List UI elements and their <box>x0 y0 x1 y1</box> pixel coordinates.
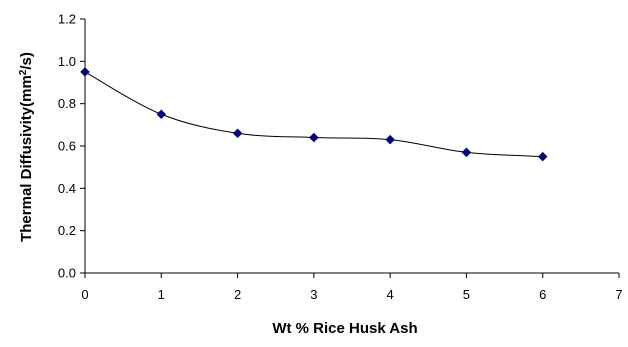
data-point <box>232 128 243 139</box>
y-tick-label: 0.8 <box>58 96 76 111</box>
data-point <box>156 109 167 120</box>
y-tick-label: 0.2 <box>58 223 76 238</box>
x-tick-label: 0 <box>81 287 88 302</box>
data-point <box>461 147 472 158</box>
y-tick-label: 1.2 <box>58 12 76 27</box>
y-axis-title-superscript: 2 <box>18 69 29 75</box>
x-axis-ticks: 0 1 2 3 4 5 6 7 <box>81 273 623 302</box>
x-tick-label: 5 <box>463 287 470 302</box>
data-markers <box>80 67 548 162</box>
x-tick-label: 7 <box>615 287 622 302</box>
series-line <box>84 71 543 158</box>
y-tick-label: 0.4 <box>58 181 76 196</box>
data-point <box>80 67 90 77</box>
data-point <box>537 151 548 162</box>
plot-area: 0.0 0.2 0.4 0.6 0.8 1.0 1.2 0 1 2 3 4 5 6 7 <box>58 12 623 303</box>
data-point <box>385 134 395 145</box>
x-tick-label: 3 <box>310 287 317 302</box>
x-axis-title: Wt % Rice Husk Ash <box>272 320 417 337</box>
y-axis-title-prefix: Thermal Diffusivity(mm <box>18 75 35 242</box>
y-tick-label: 1.0 <box>58 54 76 69</box>
y-axis-ticks: 0.0 0.2 0.4 0.6 0.8 1.0 1.2 <box>58 12 85 281</box>
x-tick-label: 4 <box>387 287 394 302</box>
y-axis-title: Thermal Diffusivity(mm2/s) <box>18 52 36 242</box>
data-point <box>309 132 319 143</box>
y-tick-label: 0.6 <box>58 139 76 154</box>
x-tick-label: 2 <box>234 287 241 302</box>
x-tick-label: 1 <box>158 287 165 302</box>
x-tick-label: 6 <box>539 287 546 302</box>
y-axis-title-suffix: /s) <box>18 52 35 70</box>
y-tick-label: 0.0 <box>58 266 76 281</box>
